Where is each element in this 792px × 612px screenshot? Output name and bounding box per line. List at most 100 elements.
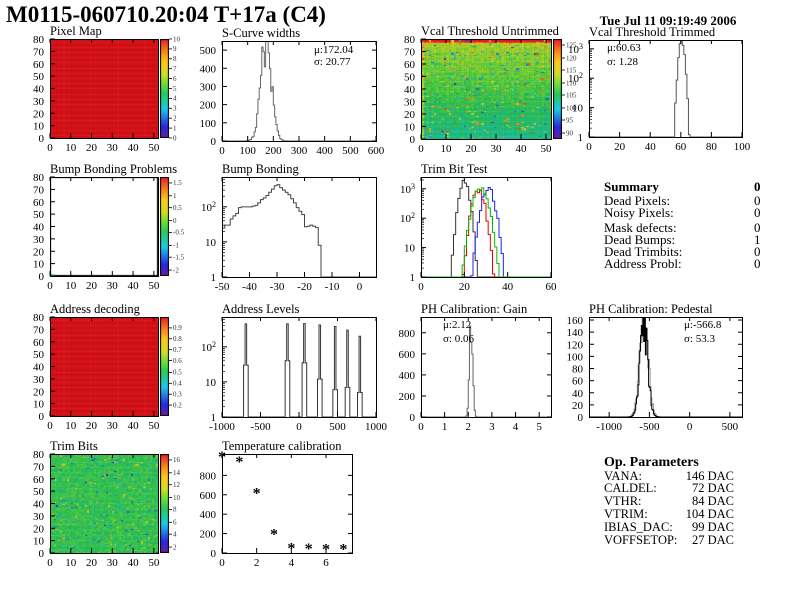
svg-text:200: 200 — [265, 145, 282, 157]
svg-text:30: 30 — [33, 96, 45, 108]
svg-text:40: 40 — [128, 420, 140, 432]
svg-text:0.6: 0.6 — [173, 357, 182, 365]
svg-text:40: 40 — [128, 557, 140, 569]
svg-text:95: 95 — [566, 116, 574, 124]
svg-text:3: 3 — [173, 105, 177, 113]
svg-text:600: 600 — [399, 349, 416, 361]
svg-text:20: 20 — [33, 386, 45, 398]
svg-text:70: 70 — [33, 324, 45, 336]
svg-text:10: 10 — [404, 122, 416, 134]
svg-text:80: 80 — [33, 449, 45, 461]
svg-text:500: 500 — [722, 421, 739, 433]
svg-text:50: 50 — [33, 71, 45, 83]
svg-text:140: 140 — [567, 327, 584, 339]
svg-text:70: 70 — [33, 184, 45, 196]
svg-text:-30: -30 — [270, 281, 285, 293]
svg-text:600: 600 — [200, 490, 217, 502]
svg-text:500: 500 — [342, 145, 359, 157]
svg-text:0: 0 — [39, 133, 45, 145]
svg-text:500: 500 — [329, 421, 346, 433]
svg-text:10: 10 — [205, 237, 217, 249]
svg-text:70: 70 — [33, 461, 45, 473]
svg-text:0: 0 — [219, 557, 225, 569]
svg-text:0: 0 — [578, 412, 584, 424]
svg-text:10: 10 — [441, 143, 453, 155]
svg-text:50: 50 — [148, 280, 160, 292]
svg-text:1: 1 — [442, 421, 448, 433]
svg-text:10: 10 — [65, 142, 77, 154]
svg-text:80: 80 — [404, 34, 416, 46]
svg-text:60: 60 — [33, 474, 45, 486]
svg-text:0: 0 — [219, 145, 225, 157]
svg-text:100: 100 — [239, 145, 256, 157]
svg-text:100: 100 — [200, 118, 217, 130]
svg-text:30: 30 — [33, 511, 45, 523]
svg-text:20: 20 — [86, 557, 98, 569]
svg-text:40: 40 — [33, 222, 45, 234]
svg-text:200: 200 — [399, 391, 416, 403]
svg-text:20: 20 — [459, 281, 471, 293]
svg-text:50: 50 — [148, 420, 160, 432]
svg-text:20: 20 — [86, 142, 98, 154]
svg-text:14: 14 — [173, 469, 181, 477]
svg-text:300: 300 — [291, 145, 308, 157]
svg-text:0.3: 0.3 — [173, 391, 182, 399]
svg-text:10: 10 — [33, 121, 45, 133]
svg-text:102: 102 — [201, 200, 216, 214]
svg-text:20: 20 — [86, 420, 98, 432]
svg-text:30: 30 — [107, 420, 119, 432]
svg-text:2: 2 — [466, 421, 472, 433]
svg-text:10: 10 — [33, 536, 45, 548]
svg-text:6: 6 — [173, 75, 177, 83]
svg-text:0: 0 — [418, 421, 424, 433]
svg-text:30: 30 — [404, 97, 416, 109]
svg-text:400: 400 — [200, 63, 217, 75]
svg-text:20: 20 — [466, 143, 478, 155]
svg-text:2: 2 — [173, 115, 177, 123]
svg-text:8: 8 — [173, 506, 177, 514]
svg-text:5: 5 — [536, 421, 542, 433]
svg-text:1000: 1000 — [365, 421, 388, 433]
svg-text:0: 0 — [39, 548, 45, 560]
svg-text:1: 1 — [211, 412, 217, 424]
svg-text:50: 50 — [404, 72, 416, 84]
svg-text:0: 0 — [687, 421, 693, 433]
svg-text:80: 80 — [706, 141, 718, 153]
svg-text:0.9: 0.9 — [173, 324, 182, 332]
svg-text:90: 90 — [566, 129, 574, 137]
svg-text:10: 10 — [205, 377, 217, 389]
svg-text:0: 0 — [410, 412, 416, 424]
svg-text:50: 50 — [541, 143, 553, 155]
svg-text:1: 1 — [211, 272, 217, 284]
svg-text:102: 102 — [400, 211, 415, 225]
svg-text:10: 10 — [33, 259, 45, 271]
svg-text:60: 60 — [546, 281, 558, 293]
svg-text:40: 40 — [33, 499, 45, 511]
svg-text:0: 0 — [173, 217, 177, 225]
svg-text:40: 40 — [645, 141, 657, 153]
svg-text:40: 40 — [33, 84, 45, 96]
svg-text:300: 300 — [200, 81, 217, 93]
svg-text:100: 100 — [734, 141, 751, 153]
svg-text:10: 10 — [65, 280, 77, 292]
svg-text:0.5: 0.5 — [173, 369, 182, 377]
svg-text:80: 80 — [33, 34, 45, 46]
svg-text:0: 0 — [173, 134, 177, 142]
svg-text:200: 200 — [200, 529, 217, 541]
svg-text:50: 50 — [33, 486, 45, 498]
svg-text:40: 40 — [128, 280, 140, 292]
svg-text:0: 0 — [39, 411, 45, 423]
svg-text:3: 3 — [489, 421, 495, 433]
svg-text:30: 30 — [107, 280, 119, 292]
svg-text:10: 10 — [173, 494, 181, 502]
svg-text:0.4: 0.4 — [173, 380, 182, 388]
svg-text:8: 8 — [173, 55, 177, 63]
svg-text:20: 20 — [33, 246, 45, 258]
svg-text:60: 60 — [33, 197, 45, 209]
svg-text:40: 40 — [404, 84, 416, 96]
svg-text:0.8: 0.8 — [173, 335, 182, 343]
svg-text:0: 0 — [39, 271, 45, 283]
svg-text:40: 40 — [128, 142, 140, 154]
svg-text:50: 50 — [148, 142, 160, 154]
svg-text:60: 60 — [33, 59, 45, 71]
